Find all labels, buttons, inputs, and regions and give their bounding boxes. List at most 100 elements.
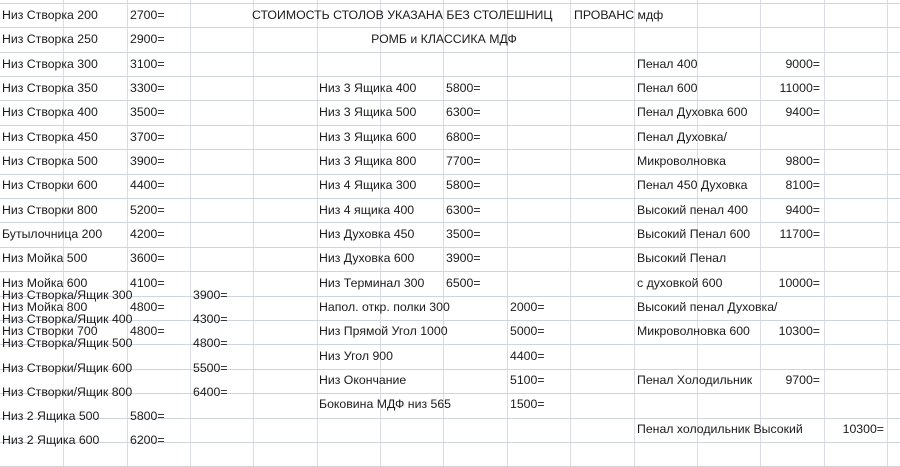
grid-cell[interactable] — [317, 271, 381, 297]
grid-cell[interactable] — [190, 174, 254, 200]
grid-cell[interactable] — [507, 174, 571, 200]
grid-cell[interactable] — [824, 3, 888, 29]
grid-cell[interactable] — [507, 344, 571, 370]
grid-cell[interactable] — [253, 369, 318, 395]
grid-cell[interactable] — [63, 320, 128, 346]
grid-cell[interactable] — [570, 393, 635, 419]
grid-cell[interactable] — [634, 3, 698, 29]
grid-cell[interactable] — [824, 0, 888, 4]
grid-cell[interactable] — [824, 271, 888, 297]
grid-cell[interactable] — [570, 222, 635, 248]
grid-cell[interactable] — [443, 198, 508, 224]
grid-cell[interactable] — [697, 418, 761, 443]
grid-cell[interactable] — [697, 271, 761, 297]
grid-cell[interactable] — [253, 418, 318, 443]
grid-cell[interactable] — [317, 0, 381, 4]
grid-cell[interactable] — [760, 27, 825, 53]
grid-cell[interactable] — [0, 52, 64, 78]
grid-cell[interactable] — [0, 418, 64, 443]
grid-cell[interactable] — [824, 198, 888, 224]
grid-cell[interactable] — [697, 320, 761, 346]
grid-cell[interactable] — [824, 125, 888, 151]
grid-cell[interactable] — [570, 76, 635, 102]
grid-cell[interactable] — [127, 76, 191, 102]
grid-cell[interactable] — [697, 100, 761, 126]
grid-cell[interactable] — [697, 247, 761, 273]
grid-cell[interactable] — [190, 222, 254, 248]
grid-cell[interactable] — [63, 296, 128, 321]
grid-cell[interactable] — [317, 52, 381, 78]
grid-cell[interactable] — [190, 320, 254, 346]
grid-cell[interactable] — [507, 3, 571, 29]
grid-cell[interactable] — [253, 27, 318, 53]
grid-cell[interactable] — [887, 344, 900, 370]
grid-cell[interactable] — [127, 320, 191, 346]
grid-cell[interactable] — [760, 52, 825, 78]
grid-cell[interactable] — [63, 27, 128, 53]
grid-cell[interactable] — [253, 222, 318, 248]
grid-cell[interactable] — [887, 27, 900, 53]
grid-cell[interactable] — [824, 247, 888, 273]
grid-cell[interactable] — [380, 442, 444, 467]
grid-cell[interactable] — [317, 442, 381, 467]
grid-cell[interactable] — [887, 369, 900, 395]
grid-cell[interactable] — [507, 271, 571, 297]
grid-cell[interactable] — [443, 296, 508, 321]
grid-cell[interactable] — [887, 0, 900, 4]
grid-cell[interactable] — [824, 222, 888, 248]
grid-cell[interactable] — [317, 344, 381, 370]
grid-cell[interactable] — [317, 222, 381, 248]
grid-cell[interactable] — [127, 27, 191, 53]
grid-cell[interactable] — [887, 76, 900, 102]
grid-cell[interactable] — [760, 198, 825, 224]
grid-cell[interactable] — [253, 0, 318, 4]
grid-cell[interactable] — [190, 344, 254, 370]
grid-cell[interactable] — [570, 3, 635, 29]
grid-cell[interactable] — [824, 442, 888, 467]
grid-cell[interactable] — [887, 247, 900, 273]
grid-cell[interactable] — [697, 3, 761, 29]
grid-cell[interactable] — [760, 247, 825, 273]
grid-cell[interactable] — [697, 296, 761, 321]
grid-cell[interactable] — [443, 418, 508, 443]
grid-cell[interactable] — [63, 271, 128, 297]
grid-cell[interactable] — [63, 52, 128, 78]
grid-cell[interactable] — [507, 247, 571, 273]
grid-cell[interactable] — [570, 198, 635, 224]
grid-cell[interactable] — [380, 0, 444, 4]
grid-cell[interactable] — [887, 174, 900, 200]
grid-cell[interactable] — [443, 125, 508, 151]
grid-cell[interactable] — [0, 125, 64, 151]
grid-cell[interactable] — [760, 3, 825, 29]
grid-cell[interactable] — [253, 100, 318, 126]
grid-cell[interactable] — [63, 76, 128, 102]
grid-cell[interactable] — [570, 369, 635, 395]
grid-cell[interactable] — [507, 52, 571, 78]
grid-cell[interactable] — [380, 125, 444, 151]
grid-cell[interactable] — [63, 198, 128, 224]
grid-cell[interactable] — [887, 222, 900, 248]
grid-cell[interactable] — [253, 125, 318, 151]
grid-cell[interactable] — [443, 369, 508, 395]
grid-cell[interactable] — [190, 271, 254, 297]
grid-cell[interactable] — [253, 198, 318, 224]
grid-cell[interactable] — [507, 296, 571, 321]
grid-cell[interactable] — [63, 247, 128, 273]
grid-cell[interactable] — [697, 174, 761, 200]
grid-cell[interactable] — [760, 320, 825, 346]
grid-cell[interactable] — [380, 52, 444, 78]
grid-cell[interactable] — [0, 174, 64, 200]
grid-cell[interactable] — [443, 320, 508, 346]
grid-cell[interactable] — [317, 369, 381, 395]
grid-cell[interactable] — [0, 271, 64, 297]
grid-cell[interactable] — [697, 369, 761, 395]
grid-cell[interactable] — [634, 418, 698, 443]
grid-cell[interactable] — [0, 100, 64, 126]
grid-cell[interactable] — [507, 149, 571, 175]
grid-cell[interactable] — [634, 393, 698, 419]
grid-cell[interactable] — [507, 222, 571, 248]
grid-cell[interactable] — [253, 442, 318, 467]
grid-cell[interactable] — [317, 198, 381, 224]
grid-cell[interactable] — [380, 149, 444, 175]
grid-cell[interactable] — [887, 296, 900, 321]
